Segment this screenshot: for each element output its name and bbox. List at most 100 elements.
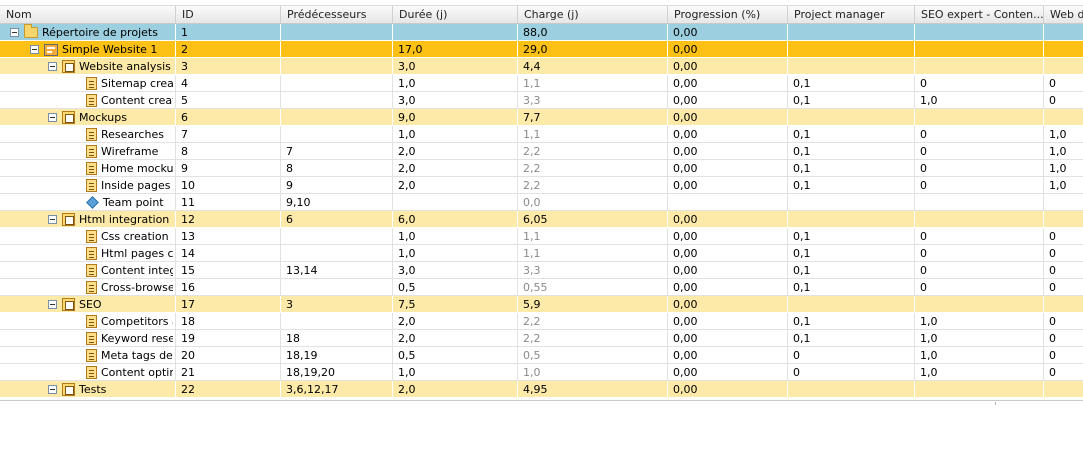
task-progression-cell[interactable]: 0,00 bbox=[668, 313, 788, 330]
task-progression-cell[interactable]: 0,00 bbox=[668, 211, 788, 228]
task-workload-cell[interactable]: 0,0 bbox=[518, 194, 668, 211]
task-name-cell[interactable]: Meta tags defir bbox=[0, 347, 176, 364]
task-progression-cell[interactable]: 0,00 bbox=[668, 160, 788, 177]
table-row[interactable]: Home mockup 9 8 2,0 2,2 0,00 0,1 0 1,0 bbox=[0, 160, 1083, 177]
task-web-cell[interactable]: 1,0 bbox=[1044, 126, 1083, 143]
task-seo-expert-cell[interactable]: 1,0 bbox=[915, 364, 1044, 381]
task-workload-cell[interactable]: 3,3 bbox=[518, 262, 668, 279]
task-seo-expert-cell[interactable]: 0 bbox=[915, 75, 1044, 92]
task-name-cell[interactable]: Competitors an bbox=[0, 313, 176, 330]
column-header-name[interactable]: Nom bbox=[0, 6, 176, 23]
task-seo-expert-cell[interactable] bbox=[915, 41, 1044, 58]
collapse-toggle-icon[interactable] bbox=[10, 28, 19, 37]
task-seo-expert-cell[interactable]: 1,0 bbox=[915, 330, 1044, 347]
task-duration-cell[interactable]: 2,0 bbox=[393, 381, 518, 398]
task-seo-expert-cell[interactable]: 0 bbox=[915, 143, 1044, 160]
task-progression-cell[interactable]: 0,00 bbox=[668, 262, 788, 279]
task-progression-cell[interactable]: 0,00 bbox=[668, 92, 788, 109]
task-seo-expert-cell[interactable] bbox=[915, 211, 1044, 228]
task-id-cell[interactable]: 6 bbox=[176, 109, 281, 126]
task-workload-cell[interactable]: 3,3 bbox=[518, 92, 668, 109]
task-duration-cell[interactable]: 17,0 bbox=[393, 41, 518, 58]
task-progression-cell[interactable]: 0,00 bbox=[668, 364, 788, 381]
collapse-toggle-icon[interactable] bbox=[48, 215, 57, 224]
task-progression-cell[interactable]: 0,00 bbox=[668, 143, 788, 160]
task-id-cell[interactable]: 3 bbox=[176, 58, 281, 75]
task-workload-cell[interactable]: 1,1 bbox=[518, 75, 668, 92]
task-workload-cell[interactable]: 2,2 bbox=[518, 177, 668, 194]
task-seo-expert-cell[interactable] bbox=[915, 24, 1044, 41]
task-progression-cell[interactable]: 0,00 bbox=[668, 126, 788, 143]
column-header-predecessors[interactable]: Prédécesseurs bbox=[281, 6, 393, 23]
task-duration-cell[interactable]: 2,0 bbox=[393, 177, 518, 194]
task-project-manager-cell[interactable]: 0,1 bbox=[788, 75, 915, 92]
task-project-manager-cell[interactable] bbox=[788, 296, 915, 313]
task-predecessors-cell[interactable]: 18,19 bbox=[281, 347, 393, 364]
task-web-cell[interactable] bbox=[1044, 296, 1083, 313]
task-predecessors-cell[interactable] bbox=[281, 279, 393, 296]
task-id-cell[interactable]: 13 bbox=[176, 228, 281, 245]
task-web-cell[interactable] bbox=[1044, 58, 1083, 75]
task-name-cell[interactable]: Inside pages bbox=[0, 177, 176, 194]
task-progression-cell[interactable]: 0,00 bbox=[668, 24, 788, 41]
task-name-cell[interactable]: Website analysis bbox=[0, 58, 176, 75]
task-workload-cell[interactable]: 0,55 bbox=[518, 279, 668, 296]
task-web-cell[interactable]: 0 bbox=[1044, 228, 1083, 245]
task-workload-cell[interactable]: 5,9 bbox=[518, 296, 668, 313]
task-workload-cell[interactable]: 2,2 bbox=[518, 143, 668, 160]
task-duration-cell[interactable]: 1,0 bbox=[393, 245, 518, 262]
task-seo-expert-cell[interactable]: 0 bbox=[915, 279, 1044, 296]
task-seo-expert-cell[interactable] bbox=[915, 381, 1044, 398]
task-project-manager-cell[interactable]: 0,1 bbox=[788, 245, 915, 262]
task-progression-cell[interactable]: 0,00 bbox=[668, 228, 788, 245]
task-id-cell[interactable]: 16 bbox=[176, 279, 281, 296]
column-header-workload[interactable]: Charge (j) bbox=[518, 6, 668, 23]
task-name-cell[interactable]: SEO bbox=[0, 296, 176, 313]
task-name-cell[interactable]: Simple Website 1 bbox=[0, 41, 176, 58]
task-predecessors-cell[interactable] bbox=[281, 126, 393, 143]
task-workload-cell[interactable]: 6,05 bbox=[518, 211, 668, 228]
task-duration-cell[interactable] bbox=[393, 194, 518, 211]
table-row[interactable]: SEO 17 3 7,5 5,9 0,00 bbox=[0, 296, 1083, 313]
task-progression-cell[interactable]: 0,00 bbox=[668, 381, 788, 398]
task-workload-cell[interactable]: 0,5 bbox=[518, 347, 668, 364]
task-project-manager-cell[interactable] bbox=[788, 211, 915, 228]
task-predecessors-cell[interactable]: 3 bbox=[281, 296, 393, 313]
task-project-manager-cell[interactable]: 0 bbox=[788, 347, 915, 364]
task-predecessors-cell[interactable]: 8 bbox=[281, 160, 393, 177]
task-duration-cell[interactable]: 1,0 bbox=[393, 364, 518, 381]
task-project-manager-cell[interactable] bbox=[788, 24, 915, 41]
task-name-cell[interactable]: Sitemap creatio bbox=[0, 75, 176, 92]
task-predecessors-cell[interactable] bbox=[281, 109, 393, 126]
task-id-cell[interactable]: 15 bbox=[176, 262, 281, 279]
task-duration-cell[interactable]: 0,5 bbox=[393, 279, 518, 296]
task-workload-cell[interactable]: 1,0 bbox=[518, 364, 668, 381]
task-seo-expert-cell[interactable] bbox=[915, 296, 1044, 313]
task-progression-cell[interactable]: 0,00 bbox=[668, 177, 788, 194]
task-predecessors-cell[interactable] bbox=[281, 92, 393, 109]
table-row[interactable]: Html pages crea141,01,10,000,100 bbox=[0, 245, 1083, 262]
task-progression-cell[interactable]: 0,00 bbox=[668, 58, 788, 75]
task-name-cell[interactable]: Répertoire de projets bbox=[0, 24, 176, 41]
column-header-duration[interactable]: Durée (j) bbox=[393, 6, 518, 23]
task-seo-expert-cell[interactable] bbox=[915, 194, 1044, 211]
task-project-manager-cell[interactable]: 0,1 bbox=[788, 228, 915, 245]
task-predecessors-cell[interactable] bbox=[281, 313, 393, 330]
task-duration-cell[interactable]: 2,0 bbox=[393, 313, 518, 330]
task-id-cell[interactable]: 4 bbox=[176, 75, 281, 92]
task-project-manager-cell[interactable]: 0,1 bbox=[788, 330, 915, 347]
task-project-manager-cell[interactable]: 0 bbox=[788, 364, 915, 381]
table-row[interactable]: Competitors an18 2,02,20,000,11,00 bbox=[0, 313, 1083, 330]
task-duration-cell[interactable]: 3,0 bbox=[393, 262, 518, 279]
task-predecessors-cell[interactable] bbox=[281, 75, 393, 92]
task-id-cell[interactable]: 10 bbox=[176, 177, 281, 194]
task-workload-cell[interactable]: 2,2 bbox=[518, 313, 668, 330]
task-project-manager-cell[interactable] bbox=[788, 58, 915, 75]
table-row[interactable]: Tests 22 3,6,12,17 2,0 4,95 0,00 bbox=[0, 381, 1083, 398]
task-project-manager-cell[interactable]: 0,1 bbox=[788, 262, 915, 279]
task-predecessors-cell[interactable]: 3,6,12,17 bbox=[281, 381, 393, 398]
task-project-manager-cell[interactable]: 0,1 bbox=[788, 279, 915, 296]
task-seo-expert-cell[interactable]: 0 bbox=[915, 262, 1044, 279]
task-name-cell[interactable]: Team point bbox=[0, 194, 176, 211]
task-predecessors-cell[interactable]: 18,19,20 bbox=[281, 364, 393, 381]
